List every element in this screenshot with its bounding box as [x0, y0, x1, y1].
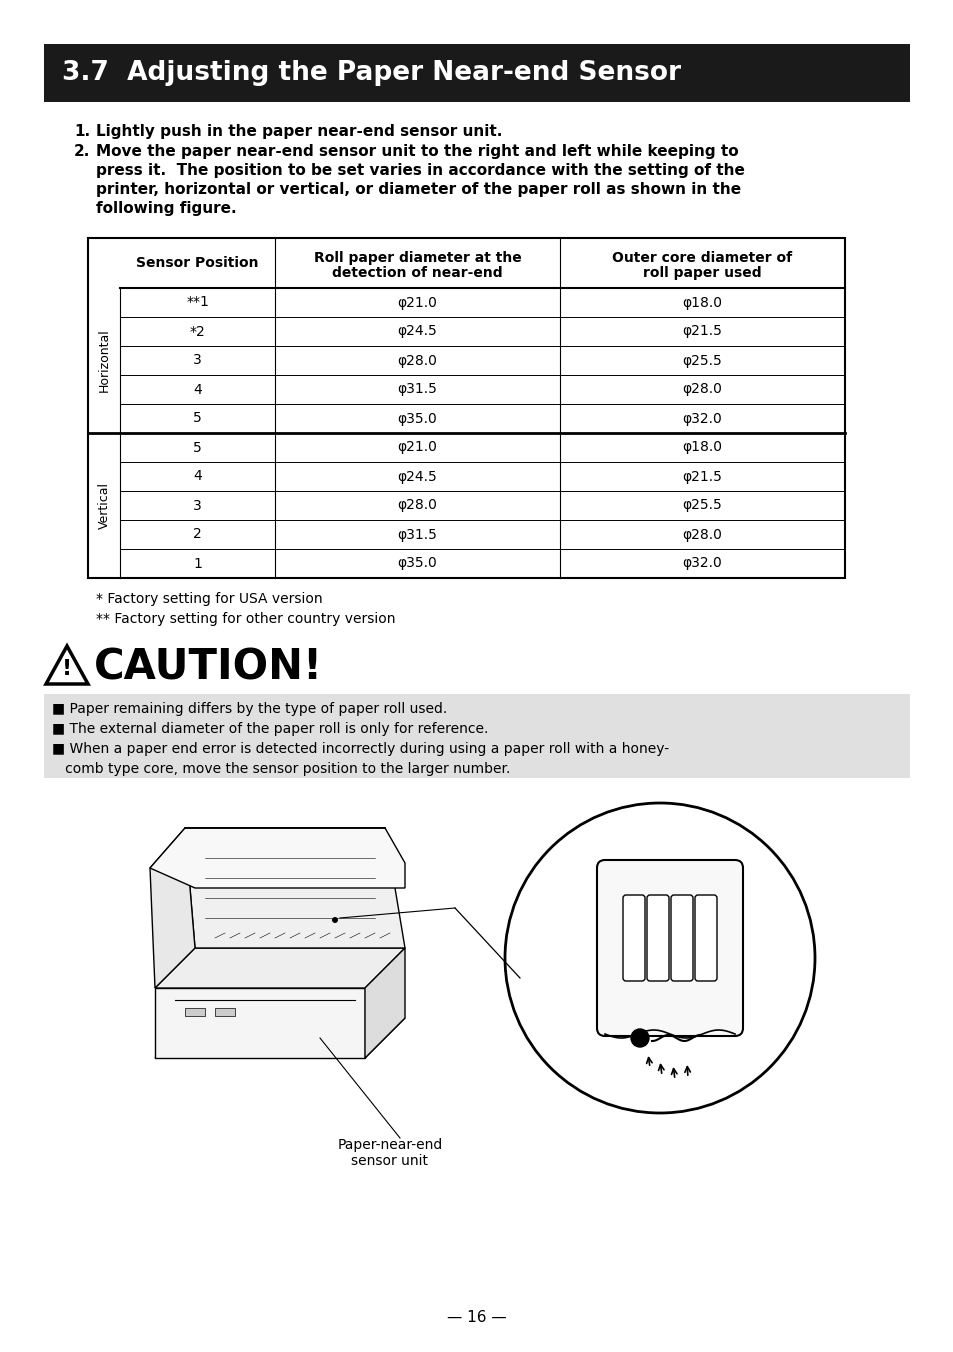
Text: ** Factory setting for other country version: ** Factory setting for other country ver… [96, 612, 395, 626]
Text: φ28.0: φ28.0 [397, 353, 437, 368]
Text: Lightly push in the paper near-end sensor unit.: Lightly push in the paper near-end senso… [96, 124, 502, 139]
Text: ■ Paper remaining differs by the type of paper roll used.: ■ Paper remaining differs by the type of… [52, 702, 447, 717]
Bar [44, 694, 909, 777]
Text: 3: 3 [193, 499, 202, 512]
Text: φ18.0: φ18.0 [681, 441, 721, 454]
Text: detection of near-end: detection of near-end [332, 266, 502, 280]
Text: 2: 2 [193, 527, 202, 542]
Text: Outer core diameter of: Outer core diameter of [612, 251, 792, 265]
Text: !: ! [62, 658, 72, 679]
Bar [200, 833, 375, 845]
Text: φ24.5: φ24.5 [397, 324, 436, 338]
Text: φ31.5: φ31.5 [397, 527, 437, 542]
Bar [44, 45, 909, 101]
Circle shape [630, 1029, 648, 1046]
Text: 3.7  Adjusting the Paper Near-end Sensor: 3.7 Adjusting the Paper Near-end Sensor [62, 59, 680, 87]
Polygon shape [154, 948, 405, 988]
Text: 5: 5 [193, 441, 202, 454]
Text: φ28.0: φ28.0 [397, 499, 437, 512]
Text: Vertical: Vertical [97, 483, 111, 529]
Text: φ31.5: φ31.5 [397, 383, 437, 396]
Text: φ21.5: φ21.5 [681, 469, 721, 484]
Polygon shape [365, 948, 405, 1059]
Text: Move the paper near-end sensor unit to the right and left while keeping to: Move the paper near-end sensor unit to t… [96, 145, 738, 160]
Text: φ25.5: φ25.5 [682, 499, 721, 512]
Text: 4: 4 [193, 383, 202, 396]
FancyBboxPatch shape [695, 895, 717, 982]
FancyBboxPatch shape [597, 860, 742, 1036]
Polygon shape [150, 827, 405, 888]
Text: φ32.0: φ32.0 [682, 411, 721, 426]
Text: 2.: 2. [74, 145, 91, 160]
Text: 4: 4 [193, 469, 202, 484]
Text: **1: **1 [186, 296, 209, 310]
FancyBboxPatch shape [622, 895, 644, 982]
Text: Roll paper diameter at the: Roll paper diameter at the [314, 251, 521, 265]
Text: 1: 1 [193, 557, 202, 571]
Polygon shape [185, 827, 405, 948]
Text: CAUTION!: CAUTION! [94, 646, 323, 688]
FancyBboxPatch shape [646, 895, 668, 982]
Text: φ18.0: φ18.0 [681, 296, 721, 310]
Text: ■ When a paper end error is detected incorrectly during using a paper roll with : ■ When a paper end error is detected inc… [52, 742, 668, 756]
Text: Horizontal: Horizontal [97, 329, 111, 392]
Text: Paper-near-end: Paper-near-end [337, 1138, 442, 1152]
Text: 3: 3 [193, 353, 202, 368]
Text: roll paper used: roll paper used [642, 266, 761, 280]
Text: φ35.0: φ35.0 [397, 411, 436, 426]
Text: φ25.5: φ25.5 [682, 353, 721, 368]
Text: printer, horizontal or vertical, or diameter of the paper roll as shown in the: printer, horizontal or vertical, or diam… [96, 183, 740, 197]
Text: *2: *2 [190, 324, 205, 338]
Text: φ28.0: φ28.0 [681, 383, 721, 396]
Text: φ35.0: φ35.0 [397, 557, 436, 571]
Polygon shape [154, 988, 365, 1059]
Polygon shape [150, 827, 194, 988]
Text: φ24.5: φ24.5 [397, 469, 436, 484]
Text: sensor unit: sensor unit [351, 1155, 428, 1168]
Text: — 16 —: — 16 — [447, 1310, 506, 1325]
Text: press it.  The position to be set varies in accordance with the setting of the: press it. The position to be set varies … [96, 164, 744, 178]
Bar [185, 1009, 205, 1015]
Bar [214, 1009, 234, 1015]
Text: φ21.0: φ21.0 [397, 441, 437, 454]
Text: Sensor Position: Sensor Position [136, 256, 258, 270]
Text: φ21.0: φ21.0 [397, 296, 437, 310]
Text: φ28.0: φ28.0 [681, 527, 721, 542]
Bar [88, 238, 844, 579]
Text: φ32.0: φ32.0 [682, 557, 721, 571]
FancyBboxPatch shape [670, 895, 692, 982]
Text: φ21.5: φ21.5 [681, 324, 721, 338]
Text: 1.: 1. [74, 124, 90, 139]
Text: 5: 5 [193, 411, 202, 426]
Text: comb type core, move the sensor position to the larger number.: comb type core, move the sensor position… [52, 763, 510, 776]
Text: * Factory setting for USA version: * Factory setting for USA version [96, 592, 322, 606]
Text: following figure.: following figure. [96, 201, 236, 216]
Circle shape [332, 917, 337, 923]
Text: ■ The external diameter of the paper roll is only for reference.: ■ The external diameter of the paper rol… [52, 722, 488, 735]
